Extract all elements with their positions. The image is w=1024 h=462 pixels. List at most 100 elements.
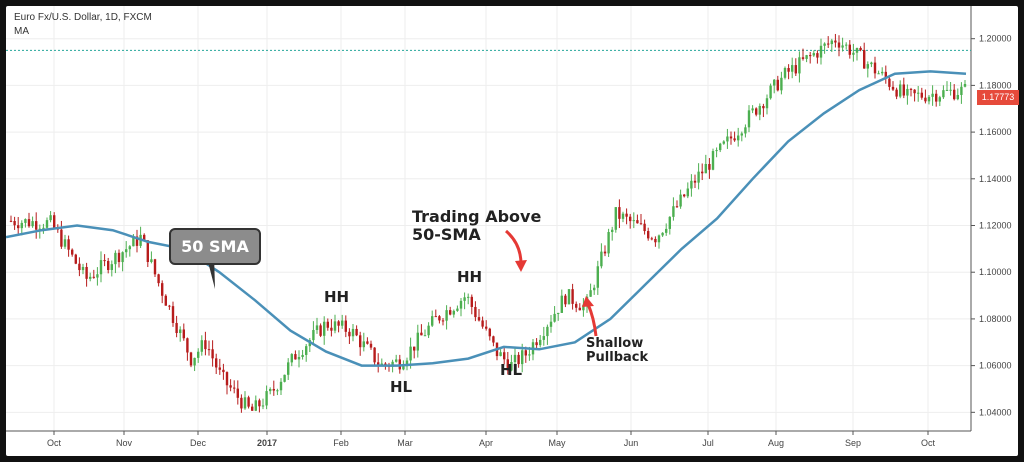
candle-body [855,47,859,53]
candle-body [60,229,63,247]
annotation-trading-above-line1: Trading Above [412,207,542,226]
candle-body [175,322,178,334]
candle-body [690,180,693,189]
candle-body [510,362,513,371]
candle-body [189,352,193,366]
y-tick-label: 1.12000 [979,221,1012,231]
candle-body [477,317,481,321]
candle-body [438,316,441,321]
annotation-hl-2: HL [500,361,523,379]
annotation-hh-1: HH [324,288,350,306]
candle-body [708,163,711,170]
candle-body [719,143,722,151]
candle-body [913,89,916,94]
candle-body [81,266,85,271]
candle-body [355,328,358,336]
candle-body [935,93,938,102]
candle-body [960,86,963,95]
candle-body [294,354,297,360]
candle-body [888,78,891,87]
candle-body [344,320,347,332]
candle-body [470,296,473,307]
price-chart[interactable]: 1.20000 1.18000 1.16000 1.14000 1.12000 1.100… [6,6,1018,456]
candle-body [539,339,542,346]
candle-body [67,239,70,250]
candle-body [74,254,77,264]
candle-body [135,236,139,246]
candle-body [164,295,167,306]
candle-body [812,53,815,56]
candle-body [416,332,419,351]
candle-body [337,321,340,326]
candle-body [791,65,794,72]
x-tick-label: Dec [190,438,207,448]
candle-body [549,321,553,327]
candle-body [737,135,740,141]
candle-body [441,320,445,322]
candle-body [783,68,787,78]
candle-body [373,347,376,363]
candle-body [920,92,923,98]
x-tick-label: Oct [47,438,62,448]
candle-body [13,220,16,226]
candle-body [794,65,797,74]
candle-body [654,238,657,243]
candle-body [535,342,538,346]
candle-body [863,50,866,69]
candle-body [780,77,783,91]
candle-body [254,400,257,411]
candle-body [755,108,758,115]
candle-body [420,332,423,336]
candle-body [182,329,185,339]
x-tick-label: Aug [768,438,784,448]
candle-body [722,141,725,144]
y-tick-label: 1.14000 [979,174,1012,184]
candle-body [931,93,934,97]
candle-body [362,341,365,348]
candle-body [560,295,563,313]
candle-body [632,220,635,222]
candle-body [575,303,578,308]
candle-body [24,219,27,223]
candle-body [938,97,941,102]
candle-body [686,188,689,197]
candle-body [449,310,452,315]
sma-callout: 50 SMA [169,228,261,265]
candle-body [542,336,545,340]
candle-body [499,352,502,357]
candle-body [413,346,416,351]
candle-body [672,206,675,217]
annotation-trading-above-line2: 50-SMA [412,225,481,244]
candle-body [405,360,409,367]
candle-body [809,55,812,57]
candle-body [128,246,131,250]
candle-body [171,306,175,323]
candle-body [445,310,448,321]
candle-body [927,96,931,102]
candle-body [125,249,128,253]
candle-body [845,44,848,46]
candle-body [287,362,290,375]
chart-panel: 1.20000 1.18000 1.16000 1.14000 1.12000 1.100… [6,6,1019,456]
candle-body [816,53,819,58]
x-tick-label: 2017 [257,438,277,448]
y-tick-label: 1.18000 [979,80,1012,90]
candle-body [837,42,841,48]
candle-body [211,349,214,359]
candle-body [71,249,74,255]
candle-body [909,88,913,90]
candle-body [251,406,254,411]
candle-body [117,252,121,263]
candle-body [380,363,383,365]
x-tick-label: Nov [116,438,133,448]
candle-body [798,57,801,74]
chart-title: Euro Fx/U.S. Dollar, 1D, FXCM [14,12,152,23]
candle-body [17,225,20,229]
candle-body [35,221,38,230]
candle-body [956,94,959,100]
candle-body [63,239,67,247]
candle-body [42,227,45,229]
candle-body [557,312,560,314]
candle-body [711,151,715,170]
candle-body [207,349,211,351]
